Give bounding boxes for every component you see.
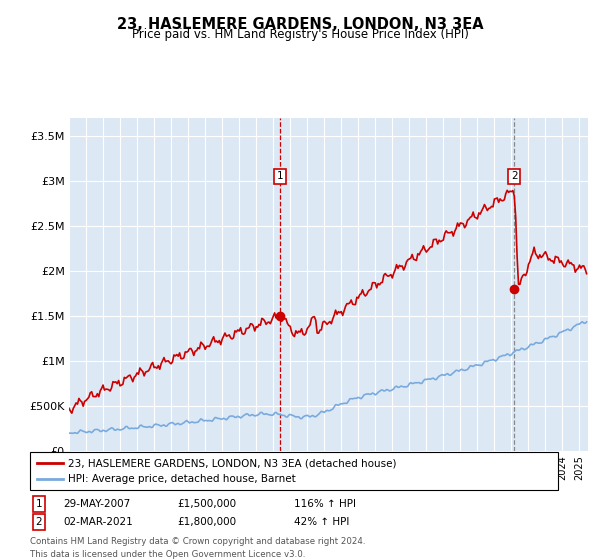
Text: 1: 1 <box>277 171 283 181</box>
Text: 1: 1 <box>35 499 43 509</box>
Text: 2: 2 <box>511 171 518 181</box>
Text: 2: 2 <box>35 517 43 527</box>
Text: Contains HM Land Registry data © Crown copyright and database right 2024.
This d: Contains HM Land Registry data © Crown c… <box>30 538 365 559</box>
Text: HPI: Average price, detached house, Barnet: HPI: Average price, detached house, Barn… <box>68 474 296 484</box>
Text: 29-MAY-2007: 29-MAY-2007 <box>63 499 130 509</box>
Text: 23, HASLEMERE GARDENS, LONDON, N3 3EA (detached house): 23, HASLEMERE GARDENS, LONDON, N3 3EA (d… <box>68 458 397 468</box>
Text: Price paid vs. HM Land Registry's House Price Index (HPI): Price paid vs. HM Land Registry's House … <box>131 28 469 41</box>
Text: 02-MAR-2021: 02-MAR-2021 <box>63 517 133 527</box>
Text: £1,800,000: £1,800,000 <box>177 517 236 527</box>
Text: 116% ↑ HPI: 116% ↑ HPI <box>294 499 356 509</box>
Text: £1,500,000: £1,500,000 <box>177 499 236 509</box>
Text: 42% ↑ HPI: 42% ↑ HPI <box>294 517 349 527</box>
Text: 23, HASLEMERE GARDENS, LONDON, N3 3EA: 23, HASLEMERE GARDENS, LONDON, N3 3EA <box>116 17 484 32</box>
